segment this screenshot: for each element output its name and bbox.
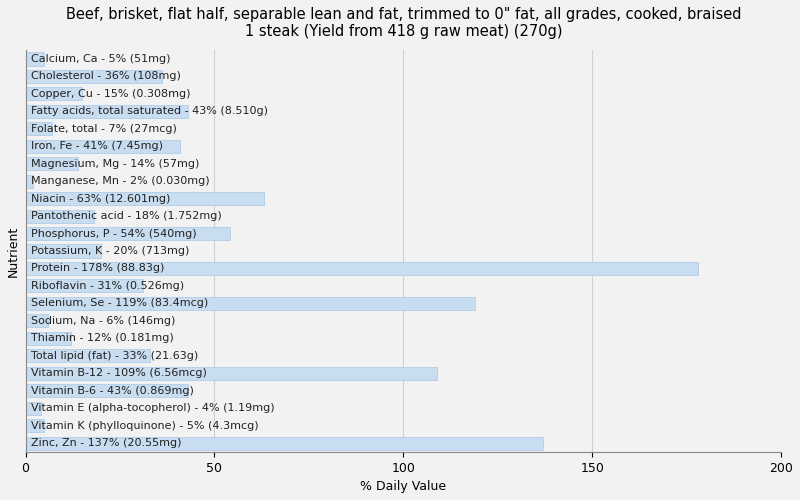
Bar xyxy=(26,366,438,380)
Bar xyxy=(26,52,44,66)
Text: Riboflavin - 31% (0.526mg): Riboflavin - 31% (0.526mg) xyxy=(31,281,184,291)
Bar xyxy=(26,297,475,310)
Text: Phosphorus, P - 54% (540mg): Phosphorus, P - 54% (540mg) xyxy=(31,228,197,238)
Bar xyxy=(26,157,78,170)
Bar xyxy=(26,332,71,345)
Bar xyxy=(26,174,33,188)
Text: Zinc, Zn - 137% (20.55mg): Zinc, Zn - 137% (20.55mg) xyxy=(31,438,182,448)
Text: Magnesium, Mg - 14% (57mg): Magnesium, Mg - 14% (57mg) xyxy=(31,158,199,168)
Bar xyxy=(26,88,82,101)
Text: Sodium, Na - 6% (146mg): Sodium, Na - 6% (146mg) xyxy=(31,316,175,326)
Text: Iron, Fe - 41% (7.45mg): Iron, Fe - 41% (7.45mg) xyxy=(31,142,163,152)
Text: Thiamin - 12% (0.181mg): Thiamin - 12% (0.181mg) xyxy=(31,334,174,344)
Bar xyxy=(26,419,44,432)
Text: Vitamin B-12 - 109% (6.56mcg): Vitamin B-12 - 109% (6.56mcg) xyxy=(31,368,207,378)
Bar xyxy=(26,402,41,414)
Text: Protein - 178% (88.83g): Protein - 178% (88.83g) xyxy=(31,264,165,274)
Bar xyxy=(26,210,94,222)
Bar xyxy=(26,140,181,153)
Bar xyxy=(26,192,263,205)
Text: Copper, Cu - 15% (0.308mg): Copper, Cu - 15% (0.308mg) xyxy=(31,89,190,99)
Bar xyxy=(26,280,142,292)
Text: Vitamin E (alpha-tocopherol) - 4% (1.19mg): Vitamin E (alpha-tocopherol) - 4% (1.19m… xyxy=(31,403,274,413)
Title: Beef, brisket, flat half, separable lean and fat, trimmed to 0" fat, all grades,: Beef, brisket, flat half, separable lean… xyxy=(66,7,741,40)
Text: Folate, total - 7% (27mcg): Folate, total - 7% (27mcg) xyxy=(31,124,177,134)
Bar xyxy=(26,122,52,136)
Bar xyxy=(26,349,150,362)
Bar xyxy=(26,244,101,258)
Bar xyxy=(26,262,698,275)
Text: Selenium, Se - 119% (83.4mcg): Selenium, Se - 119% (83.4mcg) xyxy=(31,298,209,308)
Text: Fatty acids, total saturated - 43% (8.510g): Fatty acids, total saturated - 43% (8.51… xyxy=(31,106,268,117)
Text: Total lipid (fat) - 33% (21.63g): Total lipid (fat) - 33% (21.63g) xyxy=(31,351,198,361)
Y-axis label: Nutrient: Nutrient xyxy=(7,226,20,276)
Text: Potassium, K - 20% (713mg): Potassium, K - 20% (713mg) xyxy=(31,246,190,256)
Text: Pantothenic acid - 18% (1.752mg): Pantothenic acid - 18% (1.752mg) xyxy=(31,211,222,221)
Bar xyxy=(26,314,48,328)
Text: Cholesterol - 36% (108mg): Cholesterol - 36% (108mg) xyxy=(31,72,181,82)
Bar xyxy=(26,70,162,83)
Bar xyxy=(26,227,230,240)
Bar xyxy=(26,384,188,397)
Text: Vitamin K (phylloquinone) - 5% (4.3mcg): Vitamin K (phylloquinone) - 5% (4.3mcg) xyxy=(31,420,258,430)
Text: Calcium, Ca - 5% (51mg): Calcium, Ca - 5% (51mg) xyxy=(31,54,170,64)
Text: Vitamin B-6 - 43% (0.869mg): Vitamin B-6 - 43% (0.869mg) xyxy=(31,386,194,396)
Bar xyxy=(26,436,543,450)
Bar xyxy=(26,105,188,118)
Text: Niacin - 63% (12.601mg): Niacin - 63% (12.601mg) xyxy=(31,194,170,203)
X-axis label: % Daily Value: % Daily Value xyxy=(360,480,446,493)
Text: Manganese, Mn - 2% (0.030mg): Manganese, Mn - 2% (0.030mg) xyxy=(31,176,210,186)
